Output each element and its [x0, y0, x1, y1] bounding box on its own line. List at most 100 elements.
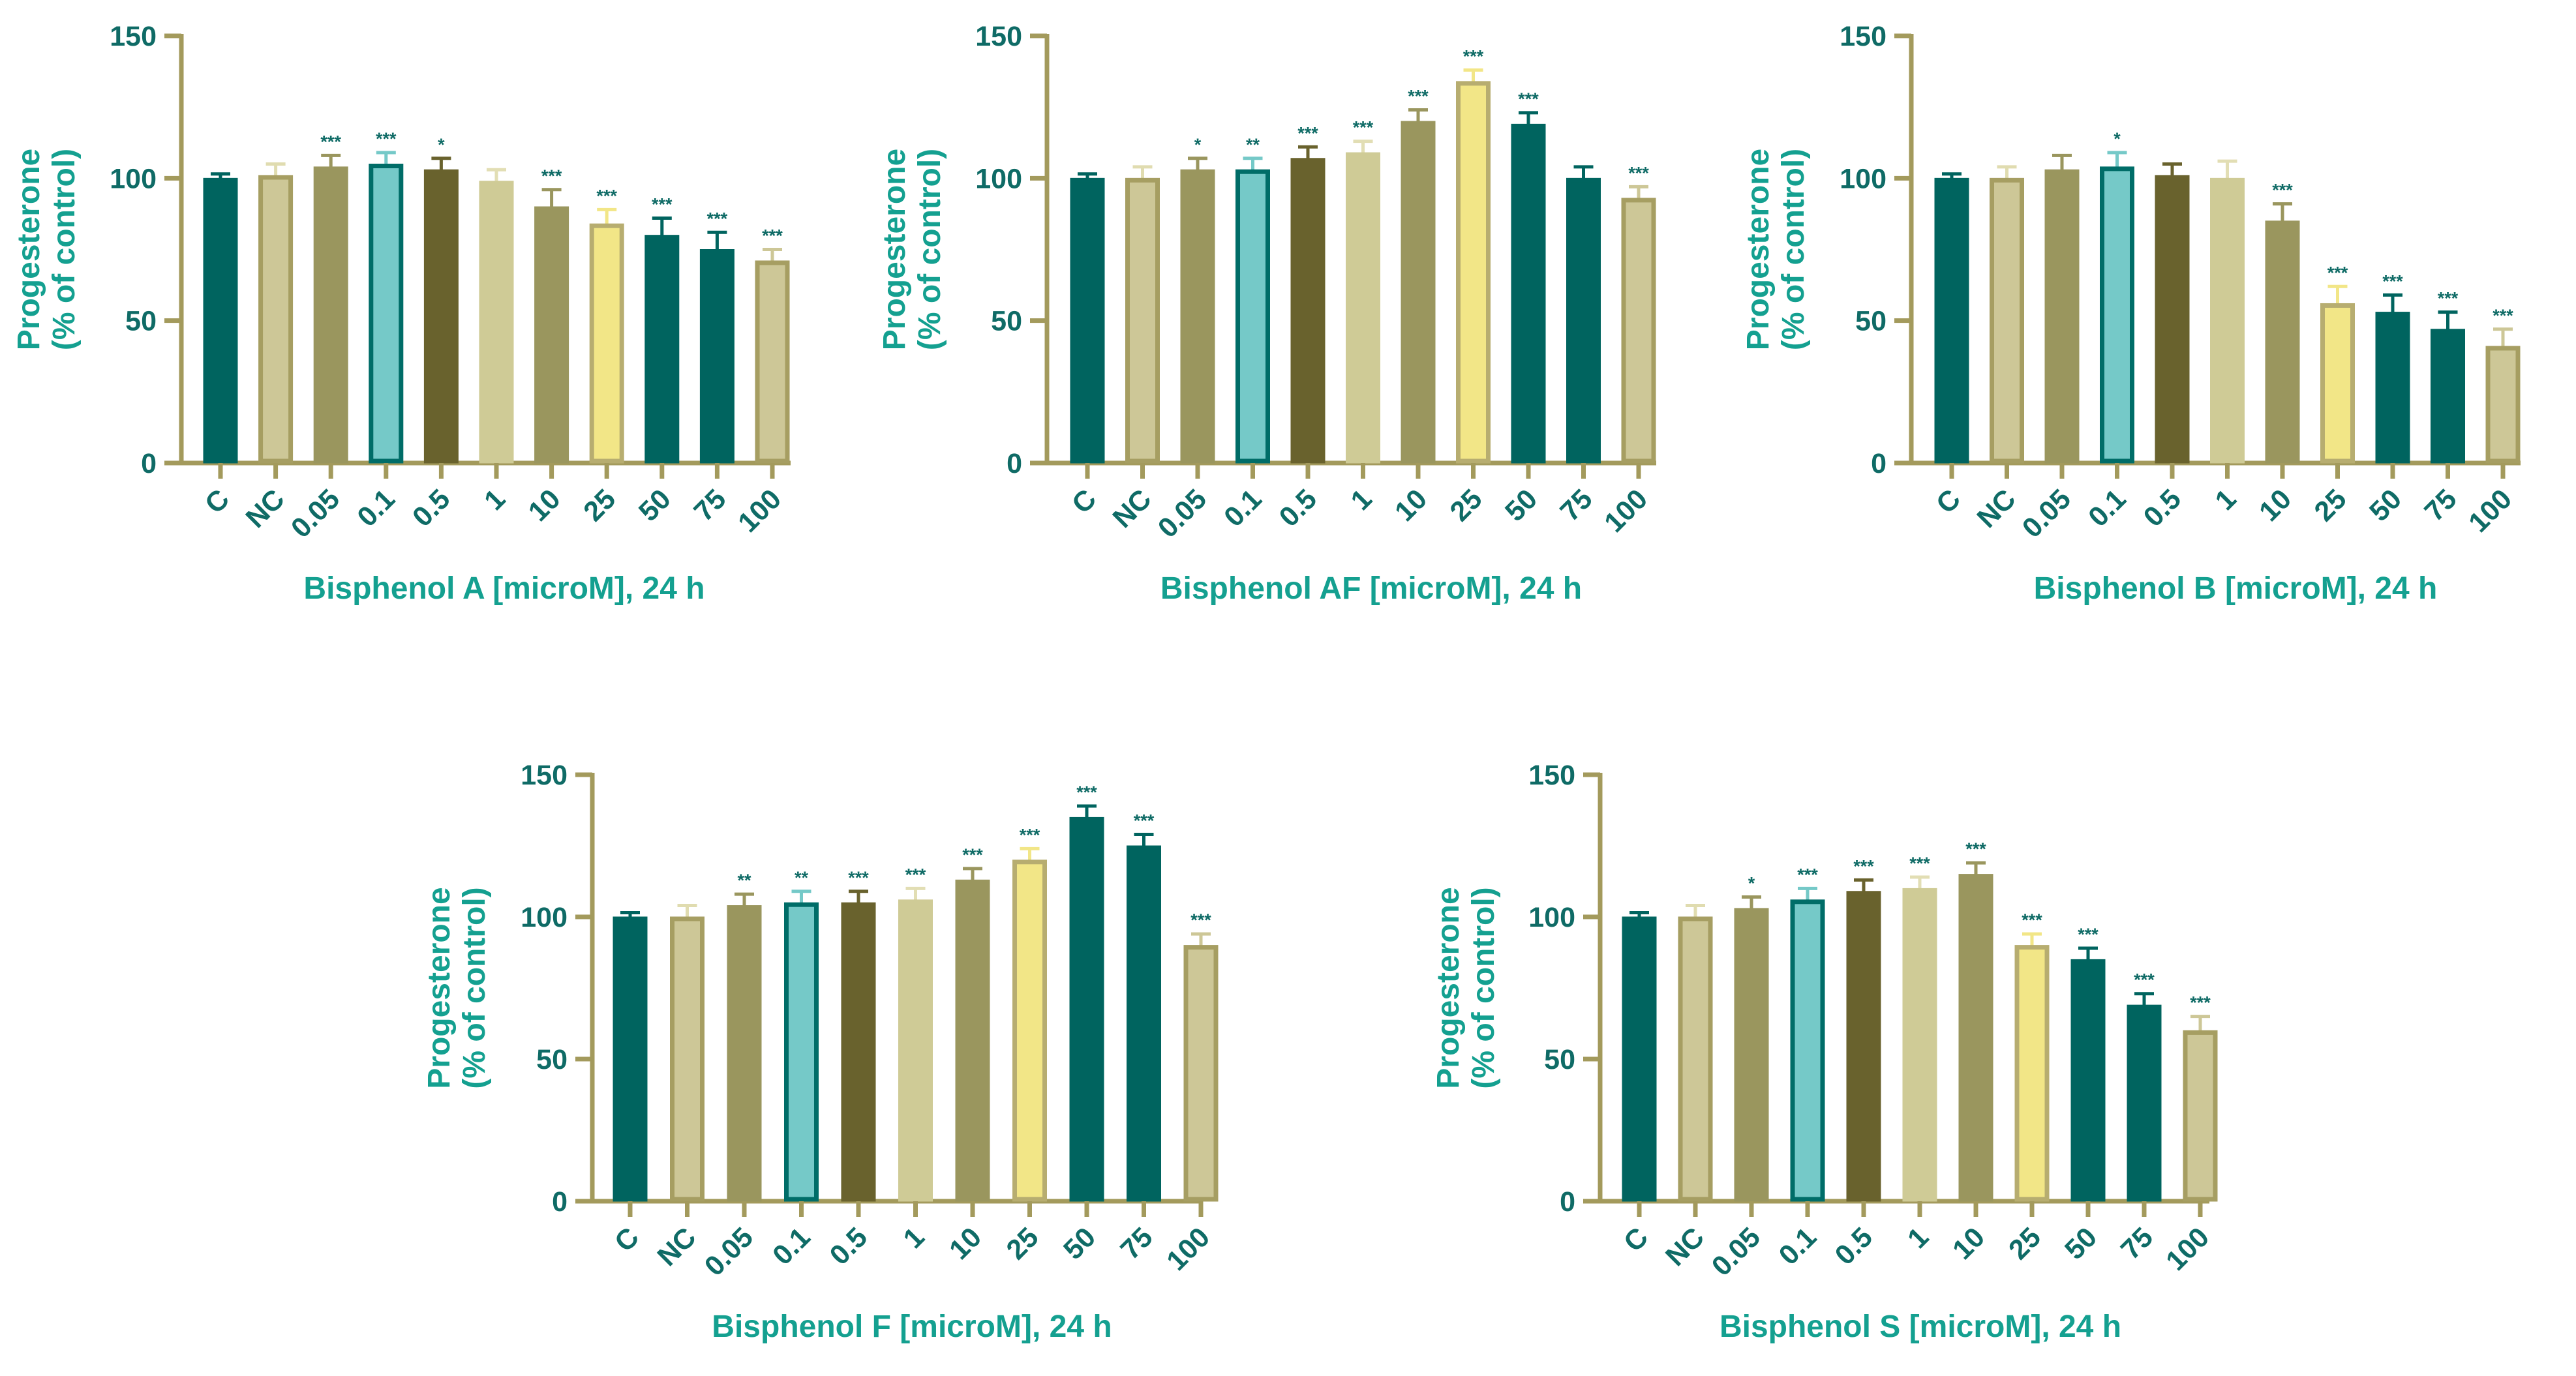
bar [1622, 916, 1657, 1202]
bar [1290, 158, 1326, 464]
bar [1990, 177, 2024, 464]
x-tick-label: C [199, 483, 235, 520]
bar [727, 905, 762, 1202]
significance-marker: *** [376, 129, 397, 149]
x-tick-label: 75 [2419, 483, 2463, 528]
significance-marker: *** [2272, 181, 2293, 200]
bar [644, 235, 680, 464]
y-tick-label: 150 [975, 21, 1022, 52]
bar [1180, 169, 1215, 464]
x-axis-title: Bisphenol B [microM], 24 h [2034, 571, 2438, 606]
significance-marker: *** [707, 209, 728, 228]
x-tick-label: 0.05 [699, 1221, 759, 1282]
bar [479, 181, 514, 464]
x-tick-label: 0.1 [2082, 483, 2132, 533]
x-tick-label: 0.5 [824, 1221, 873, 1271]
bar [369, 164, 404, 464]
significance-marker: ** [1246, 135, 1260, 155]
y-tick-label: 100 [110, 163, 157, 194]
y-axis-title: Progesterone(% of control) [1741, 149, 1811, 350]
bar [1566, 177, 1601, 464]
y-tick-label: 0 [1871, 448, 1887, 479]
x-tick-label: C [1930, 483, 1967, 520]
y-axis-title-line: (% of control) [47, 149, 82, 350]
x-tick-label: NC [1659, 1221, 1710, 1272]
significance-marker: *** [1853, 856, 1874, 876]
bar [2210, 177, 2245, 464]
y-axis-title-line: (% of control) [1466, 887, 1501, 1088]
x-tick-label: 10 [1389, 483, 1433, 528]
y-tick-label: 0 [552, 1186, 568, 1218]
x-tick-label: NC [240, 483, 291, 534]
y-axis-title-line: Progesterone [1431, 887, 1466, 1088]
x-tick-label: 0.1 [1773, 1221, 1823, 1271]
bar [2127, 1004, 2162, 1202]
x-axis-title: Bisphenol F [microM], 24 h [712, 1309, 1112, 1344]
y-axis-title: Progesterone(% of control) [877, 149, 947, 350]
x-tick-label: 0.5 [1829, 1221, 1879, 1271]
y-tick-label: 100 [975, 163, 1022, 194]
x-tick-label: 10 [1947, 1221, 1991, 1266]
x-tick-label: 75 [1115, 1221, 1159, 1266]
x-tick-label: 0.1 [1218, 483, 1267, 533]
bar [670, 916, 705, 1202]
significance-marker: * [1748, 873, 1755, 893]
bar [313, 166, 348, 464]
significance-marker: *** [1020, 825, 1040, 845]
y-axis-title-line: (% of control) [913, 149, 947, 350]
y-axis-title: Progesterone(% of control) [12, 149, 82, 350]
bar [258, 175, 294, 464]
x-tick-label: 0.1 [352, 483, 401, 533]
x-tick-label: 0.1 [766, 1221, 816, 1271]
x-tick-label: 25 [1444, 483, 1489, 528]
bar [589, 223, 624, 464]
bar [1902, 888, 1937, 1202]
bar [955, 879, 990, 1202]
significance-marker: * [1194, 135, 1202, 155]
y-tick-label: 100 [1528, 902, 1575, 933]
significance-marker: *** [2078, 925, 2099, 944]
y-tick-label: 0 [1007, 448, 1022, 479]
bar [2100, 166, 2134, 464]
x-tick-label: 100 [1160, 1221, 1216, 1277]
significance-marker: *** [1190, 910, 1211, 930]
bar [1790, 899, 1825, 1202]
bar [1127, 845, 1161, 1202]
y-tick-label: 150 [110, 21, 157, 52]
x-axis-title: Bisphenol S [microM], 24 h [1720, 1309, 2121, 1344]
significance-marker: *** [1076, 783, 1097, 802]
significance-marker: *** [2190, 993, 2211, 1013]
bar [2183, 1030, 2218, 1202]
significance-marker: *** [652, 194, 673, 214]
x-tick-label: 0.05 [285, 483, 346, 544]
bar [2014, 945, 2050, 1202]
bar [841, 902, 876, 1202]
bar [1125, 177, 1160, 464]
significance-marker: *** [848, 868, 869, 888]
bar [203, 177, 238, 464]
y-tick-label: 50 [125, 306, 157, 337]
x-tick-label: 0.05 [1706, 1221, 1766, 1282]
bar [2485, 346, 2521, 464]
x-tick-label: 75 [2115, 1221, 2159, 1266]
significance-marker: *** [541, 166, 562, 186]
bar [1846, 891, 1881, 1202]
bar [1456, 81, 1491, 464]
y-tick-label: 50 [536, 1044, 568, 1075]
significance-marker: *** [1297, 123, 1318, 143]
x-tick-label: 1 [478, 483, 511, 516]
bar [1069, 816, 1104, 1202]
significance-marker: *** [1965, 839, 1986, 859]
y-axis-title-line: Progesterone [877, 149, 912, 350]
y-axis-title: Progesterone(% of control) [422, 887, 492, 1088]
bar [1401, 121, 1436, 464]
x-tick-label: 25 [577, 483, 622, 528]
significance-marker: ** [795, 868, 809, 888]
x-tick-label: NC [652, 1221, 703, 1272]
x-tick-label: 25 [2003, 1221, 2047, 1266]
significance-marker: *** [1463, 46, 1484, 66]
bar [2044, 169, 2080, 464]
y-tick-label: 150 [521, 760, 568, 791]
